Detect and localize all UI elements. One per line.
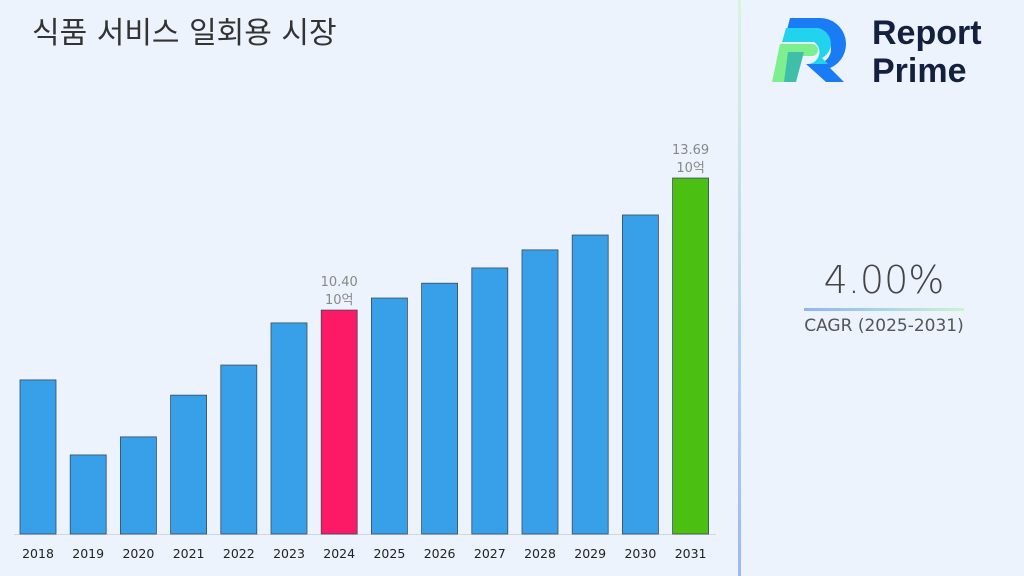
bar-2028	[521, 249, 559, 535]
bar-2018	[19, 379, 57, 535]
x-tick-label: 2028	[524, 546, 556, 561]
chart-title: 식품 서비스 일회용 시장	[32, 16, 337, 51]
bar-2025	[370, 297, 408, 535]
divider	[738, 0, 741, 576]
bar-2020	[120, 436, 157, 535]
bar-2023	[270, 322, 308, 535]
x-tick-label: 2021	[173, 546, 205, 561]
x-tick-label: 2020	[122, 546, 154, 561]
x-tick-label: 2025	[373, 546, 405, 561]
logo-text-report: Report	[872, 14, 982, 52]
data-unit-2031: 10억	[676, 161, 705, 176]
x-tick-label: 2029	[574, 546, 606, 561]
bar-2021	[170, 394, 208, 535]
report-prime-logo: Report Prime	[768, 14, 1008, 94]
x-tick-label: 2031	[675, 546, 707, 561]
x-tick-label: 2027	[474, 546, 506, 561]
x-tick-label: 2030	[624, 546, 656, 561]
bar-2030	[622, 214, 659, 535]
x-tick-label: 2023	[273, 546, 305, 561]
cagr-underline	[804, 308, 964, 311]
bar-2022	[220, 364, 258, 535]
data-label-2024: 10.40	[321, 275, 358, 290]
logo-text-prime: Prime	[872, 52, 967, 90]
data-label-2031: 13.69	[672, 143, 709, 158]
x-tick-label: 2018	[22, 546, 54, 561]
bar-2029	[571, 234, 609, 535]
cagr-value: 4.00%	[823, 258, 945, 302]
cagr-label: CAGR (2025-2031)	[804, 316, 964, 336]
data-unit-2024: 10억	[325, 293, 354, 308]
x-tick-label: 2024	[323, 546, 355, 561]
bar-2019	[69, 454, 107, 535]
logo-icon	[772, 18, 846, 82]
bar-2031	[672, 177, 709, 535]
x-tick-label: 2022	[223, 546, 255, 561]
x-tick-label: 2019	[72, 546, 104, 561]
x-tick-label: 2026	[424, 546, 456, 561]
bar-2026	[421, 282, 459, 535]
bar-2024	[320, 309, 358, 535]
bar-2027	[471, 267, 509, 535]
bar-chart: 2018 2019 2020 2021 2022 2023 2024 10.40 10억 2025…	[14, 143, 716, 561]
